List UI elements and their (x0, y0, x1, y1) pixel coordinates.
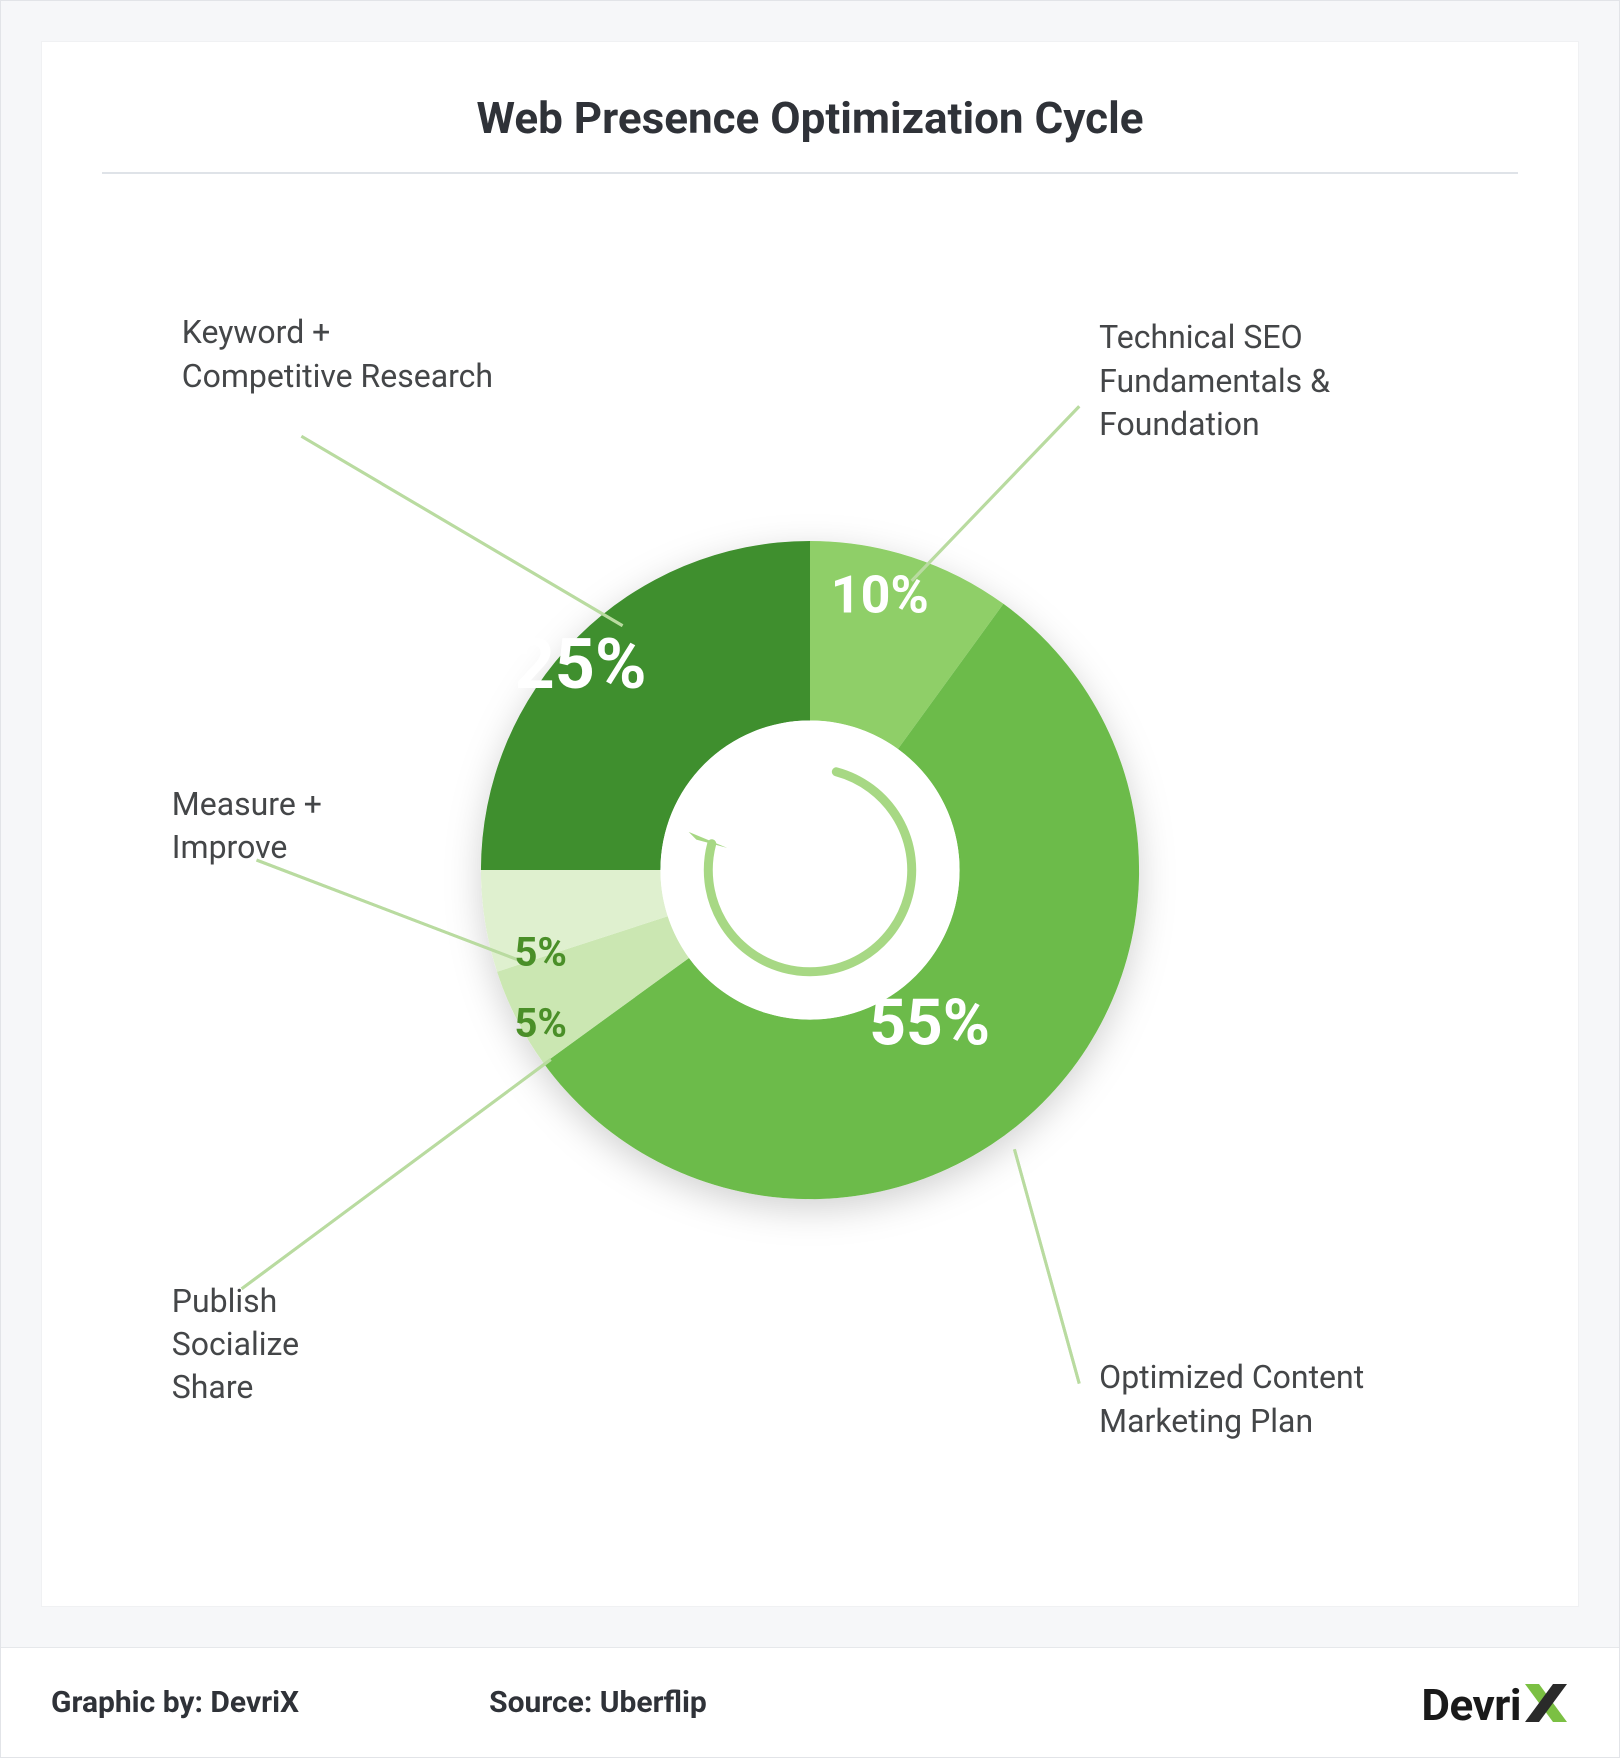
footer-source: Source: Uberflip (489, 1685, 707, 1720)
pct-content-plan: 55% (869, 986, 990, 1061)
pct-technical-seo: 10% (831, 565, 929, 626)
footer: Graphic by: DevriX Source: Uberflip Devr… (1, 1647, 1619, 1757)
footer-credit: Graphic by: DevriX (51, 1685, 299, 1720)
card-wrap: Web Presence Optimization Cycle Technica… (1, 1, 1619, 1647)
leader-line (912, 406, 1080, 581)
label-keyword-research: Keyword + Competitive Research (182, 311, 493, 397)
label-content-plan: Optimized Content Marketing Plan (1099, 1356, 1364, 1442)
chart-area: Technical SEO Fundamentals & Foundation O… (102, 214, 1518, 1546)
leader-line (1014, 1149, 1079, 1383)
brand-logo-x-icon (1523, 1680, 1569, 1726)
label-technical-seo: Technical SEO Fundamentals & Foundation (1099, 316, 1330, 446)
title-divider (102, 172, 1518, 174)
pct-publish-share: 5% (514, 1000, 567, 1047)
pct-measure-improve: 5% (514, 928, 567, 975)
brand-logo: Devri (1421, 1674, 1569, 1731)
infographic-container: Web Presence Optimization Cycle Technica… (0, 0, 1620, 1758)
label-publish-share: Publish Socialize Share (172, 1280, 299, 1410)
chart-title: Web Presence Optimization Cycle (102, 92, 1518, 172)
card: Web Presence Optimization Cycle Technica… (41, 41, 1579, 1607)
pct-keyword-research: 25% (515, 624, 647, 706)
brand-logo-word: Devri (1421, 1679, 1521, 1731)
label-measure-improve: Measure + Improve (172, 783, 322, 869)
leader-line (242, 1059, 551, 1288)
leader-line (301, 436, 622, 625)
